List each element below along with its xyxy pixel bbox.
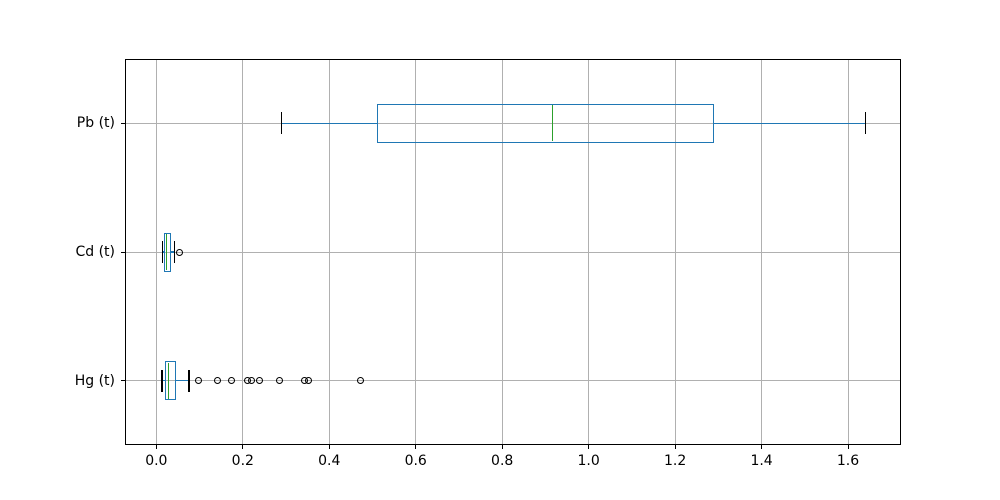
x-axis-tick [415,445,417,449]
outlier-point-hg-t [194,377,202,385]
outlier-point-cd-t [175,248,183,256]
median-line-cd-t [165,234,168,270]
whisker-line-low-pb-t [281,122,379,125]
whisker-cap-low-cd-t [161,241,164,263]
x-axis-tick-label: 1.0 [577,453,600,469]
x-axis-tick-label: 0.8 [491,453,514,469]
outlier-point-hg-t [213,377,221,385]
box-cd-t [163,232,172,272]
x-axis-tick-label: 0.6 [404,453,427,469]
whisker-cap-low-pb-t [280,112,283,135]
y-axis-tick [121,380,125,382]
whisker-cap-high-hg-t [188,369,190,392]
gridline-horizontal [125,380,901,382]
x-axis-tick-label: 0.4 [318,453,341,469]
whisker-line-high-pb-t [713,122,866,125]
y-axis-tick [121,122,125,124]
x-axis-tick-label: 0.0 [145,453,168,469]
y-axis-tick-label: Pb (t) [76,115,115,132]
whisker-line-low-cd-t [162,251,165,253]
whisker-cap-low-hg-t [161,369,163,392]
gridline-horizontal [125,251,901,253]
whisker-line-high-cd-t [170,251,175,253]
whisker-line-low-hg-t [161,379,166,382]
y-axis-tick-label: Hg (t) [74,372,115,389]
box-pb-t [377,103,714,143]
whisker-cap-high-cd-t [173,241,176,263]
x-axis-tick-label: 1.6 [836,453,860,469]
y-axis-tick-label: Cd (t) [75,244,115,260]
x-axis-tick-label: 1.2 [663,453,687,469]
outlier-point-hg-t [356,377,364,385]
x-axis-tick [155,445,157,449]
outlier-point-hg-t [305,377,313,385]
x-axis-tick [501,445,503,449]
x-axis-tick-label: 0.2 [231,453,254,469]
x-axis-tick [242,445,244,449]
x-axis-tick [328,445,330,449]
median-line-hg-t [167,362,170,399]
outlier-point-hg-t [276,377,284,385]
x-axis-tick-label: 1.4 [750,453,773,469]
x-axis-tick [674,445,676,449]
whisker-cap-high-pb-t [864,112,867,135]
outlier-point-hg-t [248,377,256,385]
y-axis-tick [121,251,125,253]
box-hg-t [164,361,177,401]
gridline-horizontal [125,122,901,124]
axes-border [125,59,901,445]
x-axis-tick [588,445,590,449]
whisker-line-high-hg-t [175,379,190,382]
x-axis-tick [761,445,763,449]
median-line-pb-t [551,105,554,142]
x-axis-tick [847,445,849,449]
outlier-point-hg-t [228,377,236,385]
outlier-point-hg-t [255,377,263,385]
